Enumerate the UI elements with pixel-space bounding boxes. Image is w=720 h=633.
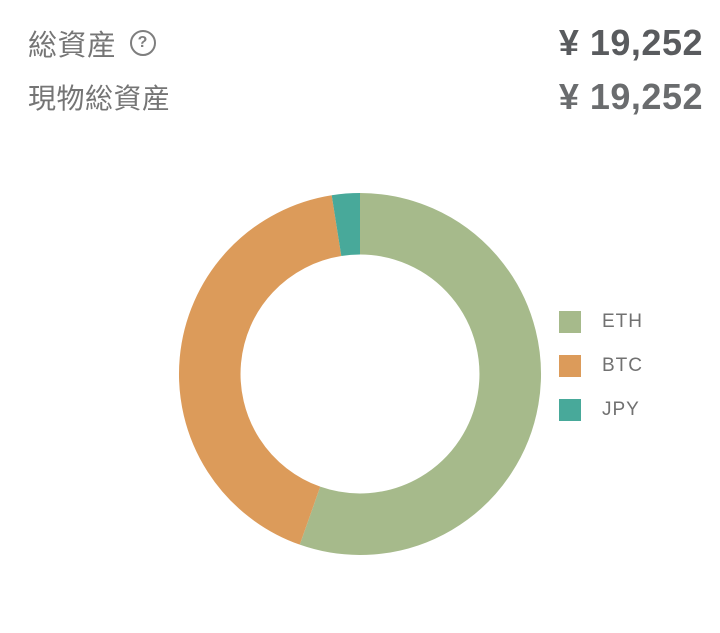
spot-total-assets-row: 現物総資産 ¥ 19,252 (28, 76, 703, 118)
legend-item-btc: BTC (559, 355, 643, 377)
chart-legend: ETH BTC JPY (559, 311, 643, 443)
asset-allocation-donut-chart (179, 193, 541, 555)
legend-item-jpy: JPY (559, 399, 643, 421)
donut-segment-eth (299, 193, 541, 555)
legend-label-btc: BTC (602, 355, 643, 376)
total-assets-row: 総資産 ? ¥ 19,252 (28, 22, 703, 64)
spot-total-assets-label: 現物総資産 (28, 83, 171, 114)
donut-segment-btc (179, 195, 342, 545)
spot-total-assets-value: ¥ 19,252 (558, 76, 703, 117)
eth-color-swatch (559, 311, 581, 333)
legend-label-jpy: JPY (602, 399, 640, 420)
total-assets-value: ¥ 19,252 (558, 22, 703, 63)
help-icon[interactable]: ? (129, 30, 156, 56)
donut-segment-jpy (331, 193, 361, 257)
legend-label-eth: ETH (602, 311, 643, 332)
legend-item-eth: ETH (559, 311, 643, 333)
jpy-color-swatch (559, 399, 581, 421)
btc-color-swatch (559, 355, 581, 377)
total-assets-label: 総資産 (28, 30, 117, 62)
